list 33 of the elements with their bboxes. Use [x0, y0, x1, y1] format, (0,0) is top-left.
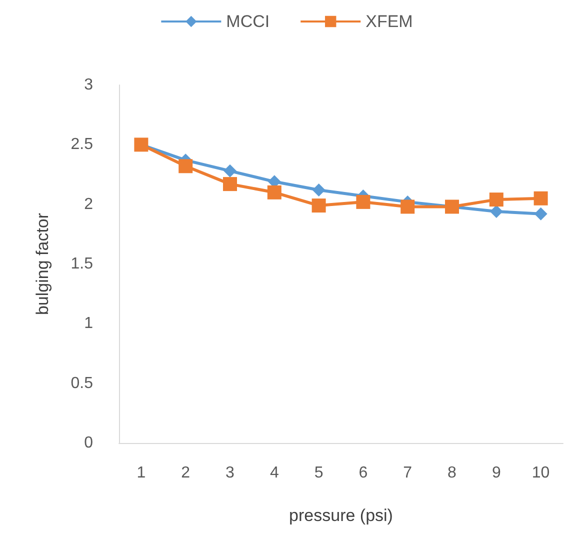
- x-tick-label: 1: [136, 464, 146, 482]
- x-tick-label: 2: [181, 464, 190, 482]
- point: [312, 198, 326, 213]
- point: [534, 207, 548, 220]
- x-tick-label: 6: [358, 464, 368, 482]
- x-tick-label: 8: [448, 464, 457, 482]
- y-tick-label: 1.5: [70, 256, 94, 272]
- legend-label: MCCI: [226, 12, 270, 31]
- y-tick-label: 0.5: [70, 374, 94, 392]
- point: [224, 164, 236, 178]
- y-axis-title: bulging factor: [33, 212, 52, 316]
- point: [356, 194, 370, 209]
- x-tick-label: 5: [314, 464, 324, 482]
- point: [400, 200, 415, 214]
- y-tick-label: 2: [84, 196, 94, 213]
- y-tick-label: 0: [84, 434, 94, 452]
- x-tick-label: 9: [492, 464, 501, 482]
- point: [534, 191, 548, 206]
- x-tick-label: 4: [270, 464, 279, 482]
- point: [267, 185, 282, 200]
- y-tick-label: 2.5: [70, 136, 94, 154]
- y-tick-label: 1: [84, 315, 94, 332]
- x-tick-label: 3: [226, 464, 235, 482]
- x-tick-label: 7: [403, 464, 412, 482]
- point: [312, 184, 326, 197]
- point: [178, 159, 193, 174]
- point: [223, 177, 237, 192]
- legend-label: XFEM: [366, 12, 413, 31]
- point: [490, 204, 503, 218]
- y-tick-label: 3: [84, 76, 94, 94]
- x-axis-title: pressure (psi): [289, 506, 393, 525]
- point: [489, 192, 504, 207]
- x-tick-label: 10: [532, 464, 550, 482]
